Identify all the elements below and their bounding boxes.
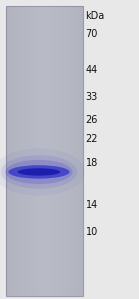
Ellipse shape xyxy=(0,148,85,196)
Ellipse shape xyxy=(5,160,73,184)
Bar xyxy=(64,6,66,296)
Bar xyxy=(37,6,39,296)
Bar xyxy=(21,6,23,296)
Bar xyxy=(43,6,44,296)
Text: 18: 18 xyxy=(85,158,98,168)
Text: 22: 22 xyxy=(85,134,98,144)
Bar xyxy=(60,6,62,296)
Text: 26: 26 xyxy=(85,115,98,125)
Text: 10: 10 xyxy=(85,227,98,237)
Bar xyxy=(11,6,13,296)
Bar xyxy=(31,6,33,296)
Bar xyxy=(72,6,74,296)
Ellipse shape xyxy=(18,168,60,176)
Bar xyxy=(17,6,19,296)
Bar xyxy=(39,6,41,296)
Bar xyxy=(41,6,43,296)
Bar xyxy=(27,6,29,296)
Text: 44: 44 xyxy=(85,65,98,75)
Bar xyxy=(58,6,60,296)
Bar xyxy=(13,6,15,296)
Bar xyxy=(78,6,80,296)
Bar xyxy=(35,6,37,296)
Bar xyxy=(23,6,25,296)
Bar xyxy=(56,6,58,296)
Bar xyxy=(80,6,81,296)
Bar xyxy=(33,6,35,296)
Ellipse shape xyxy=(1,155,77,189)
Bar xyxy=(66,6,68,296)
Bar xyxy=(48,6,50,296)
Bar xyxy=(6,6,83,296)
Bar xyxy=(50,6,52,296)
Bar xyxy=(62,6,64,296)
Bar xyxy=(25,6,27,296)
Bar xyxy=(76,6,78,296)
Text: 33: 33 xyxy=(85,92,98,102)
Bar xyxy=(19,6,21,296)
Text: 70: 70 xyxy=(85,29,98,39)
Bar xyxy=(54,6,56,296)
Bar xyxy=(68,6,70,296)
Bar xyxy=(29,6,31,296)
Bar xyxy=(44,6,46,296)
Bar xyxy=(9,6,11,296)
Bar xyxy=(81,6,83,296)
Bar xyxy=(70,6,72,296)
Bar xyxy=(52,6,54,296)
Ellipse shape xyxy=(8,165,70,179)
Text: kDa: kDa xyxy=(85,11,105,22)
Bar xyxy=(74,6,76,296)
Text: 14: 14 xyxy=(85,200,98,210)
Bar xyxy=(46,6,48,296)
Bar xyxy=(8,6,9,296)
Bar xyxy=(15,6,17,296)
Bar xyxy=(6,6,8,296)
